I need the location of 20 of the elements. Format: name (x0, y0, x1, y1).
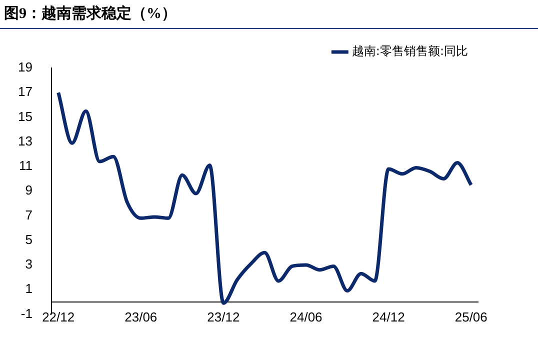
y-tick-label: 11 (18, 158, 32, 174)
line-series (56, 90, 473, 305)
x-tick-label: 22/12 (42, 309, 75, 324)
chart-title: 图9：越南需求稳定（%） (4, 4, 176, 23)
y-tick-label: 5 (25, 232, 32, 247)
y-tick-label: -1 (20, 306, 32, 321)
x-tick-label: 23/06 (124, 309, 158, 324)
y-tick-label: 13 (18, 133, 32, 148)
y-tick-label: 1 (25, 281, 32, 296)
legend-label: 越南:零售销售额:同比 (352, 44, 468, 58)
y-tick-label: 7 (25, 207, 32, 222)
x-tick-label: 24/06 (290, 309, 322, 324)
y-tick-label: 17 (18, 84, 32, 100)
y-tick-label: 19 (18, 60, 32, 75)
x-tick-label: 23/12 (207, 309, 240, 324)
x-tick-label: 25/06 (454, 309, 488, 324)
y-tick-label: 3 (25, 256, 32, 272)
y-tick-label: 9 (25, 182, 32, 198)
y-tick-label: 15 (18, 108, 32, 124)
x-tick-label: 24/12 (372, 309, 405, 324)
